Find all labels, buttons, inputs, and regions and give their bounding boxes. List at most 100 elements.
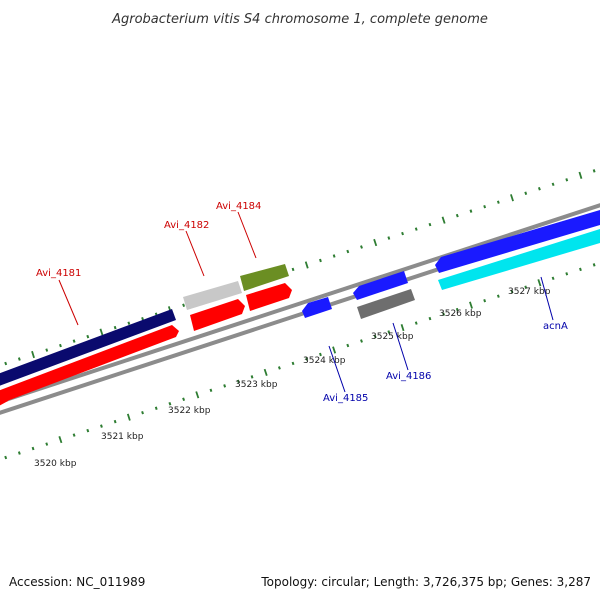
upper-minor-tick [4,361,8,366]
upper-minor-tick [496,200,500,204]
label-avi-4185[interactable]: Avi_4185 [323,393,368,404]
tick-label-3524: 3524 kbp [303,356,346,366]
tick-label-3521: 3521 kbp [101,432,144,442]
lower-major-tick [263,368,268,376]
lower-minor-tick [510,290,514,294]
lower-minor-tick [442,312,446,316]
lower-minor-tick [387,330,391,334]
leader-avi-4181 [58,279,79,326]
lower-minor-tick [346,343,350,348]
upper-major-tick [510,194,514,202]
upper-minor-tick [537,186,541,191]
leader-avi-4186 [392,322,409,371]
lower-minor-tick [100,424,103,428]
upper-major-tick [578,171,583,179]
lower-minor-tick [113,419,117,424]
gene-leaders [58,211,554,393]
upper-minor-tick [59,343,62,348]
label-avi-4181[interactable]: Avi_4181 [36,268,81,279]
tick-label-3522: 3522 kbp [168,406,211,416]
accession-text: Accession: NC_011989 [9,575,145,589]
lower-minor-tick [319,352,322,357]
gene-avi-4184[interactable] [240,264,289,291]
lower-minor-tick [236,379,240,384]
backbone [0,203,600,415]
gene-avi-4185[interactable] [302,297,332,318]
upper-minor-tick [428,222,432,227]
upper-minor-tick [113,325,117,330]
gene-left-edge-red[interactable] [0,394,8,407]
gene-acna[interactable] [438,229,600,290]
lower-minor-tick [373,334,377,339]
lower-minor-tick [414,321,418,325]
lower-minor-tick [250,375,254,379]
backbone-outer-line [0,203,600,404]
tick-label-3525: 3525 kbp [371,332,414,342]
label-avi-4182[interactable]: Avi_4182 [164,220,209,231]
upper-minor-tick [469,209,473,213]
gene-acna-outer[interactable] [435,210,600,273]
upper-minor-tick [414,227,418,231]
gene-avi-4182[interactable] [183,281,242,310]
gene-avi-4181-red[interactable] [0,325,179,404]
upper-minor-tick [127,321,131,325]
lower-minor-tick [45,442,49,446]
upper-major-tick [441,216,446,224]
upper-minor-tick [332,254,336,258]
tick-label-3527: 3527 kbp [508,287,551,297]
leader-avi-4182 [185,230,205,277]
map-title: Agrobacterium vitis S4 chromosome 1, com… [111,12,488,27]
label-avi-4186[interactable]: Avi_4186 [386,371,431,382]
leader-avi-4185 [328,345,346,393]
gene-labels: Avi_4181 Avi_4182 Avi_4184 Avi_4185 Avi_… [36,201,568,404]
lower-minor-tick [579,267,582,272]
upper-minor-tick [524,191,528,195]
upper-minor-tick [291,267,295,272]
upper-minor-tick [401,231,404,236]
label-avi-4184[interactable]: Avi_4184 [216,201,261,212]
lower-minor-tick [592,263,596,267]
upper-major-tick [99,328,104,336]
lower-minor-tick [551,276,555,281]
upper-minor-tick [17,357,21,361]
gene-avi-4186-blue[interactable] [353,271,408,300]
upper-minor-tick [346,249,350,254]
lower-minor-tick [524,285,528,289]
upper-minor-tick [565,178,569,182]
upper-minor-tick [141,316,144,321]
upper-minor-tick [319,258,322,263]
lower-minor-tick [455,307,459,312]
gene-avi-4181-navy[interactable] [0,309,176,386]
lower-major-tick [126,413,131,421]
lower-major-tick [332,346,337,354]
tick-label-3523: 3523 kbp [235,380,278,390]
upper-minor-tick [182,303,186,308]
lower-minor-tick [17,451,21,455]
gene-avi-4186[interactable] [357,289,415,319]
tick-label-3526: 3526 kbp [439,309,482,319]
lower-minor-tick [496,294,500,298]
lower-minor-tick [277,366,281,370]
lower-major-tick [469,301,473,309]
lower-major-tick [400,324,405,332]
lower-minor-tick [483,298,487,303]
tick-labels: 3520 kbp 3521 kbp 3522 kbp 3523 kbp 3524… [34,287,551,469]
lower-tick-track [4,263,596,460]
lower-minor-tick [86,428,90,433]
lower-minor-tick [428,316,432,321]
upper-minor-tick [483,204,487,209]
lower-minor-tick [168,401,172,406]
lower-major-tick [58,436,63,444]
gene-avi-4183[interactable] [190,299,245,331]
lower-minor-tick [291,361,295,366]
label-acna[interactable]: acnA [543,321,568,332]
leader-avi-4184 [237,211,257,259]
upper-minor-tick [72,339,76,343]
upper-major-tick [304,261,309,269]
upper-major-tick [31,350,35,359]
gene-avi-4184-inner[interactable] [246,283,292,311]
upper-minor-tick [455,213,459,218]
upper-minor-tick [360,245,363,249]
lower-minor-tick [72,433,76,437]
upper-minor-tick [86,334,90,339]
